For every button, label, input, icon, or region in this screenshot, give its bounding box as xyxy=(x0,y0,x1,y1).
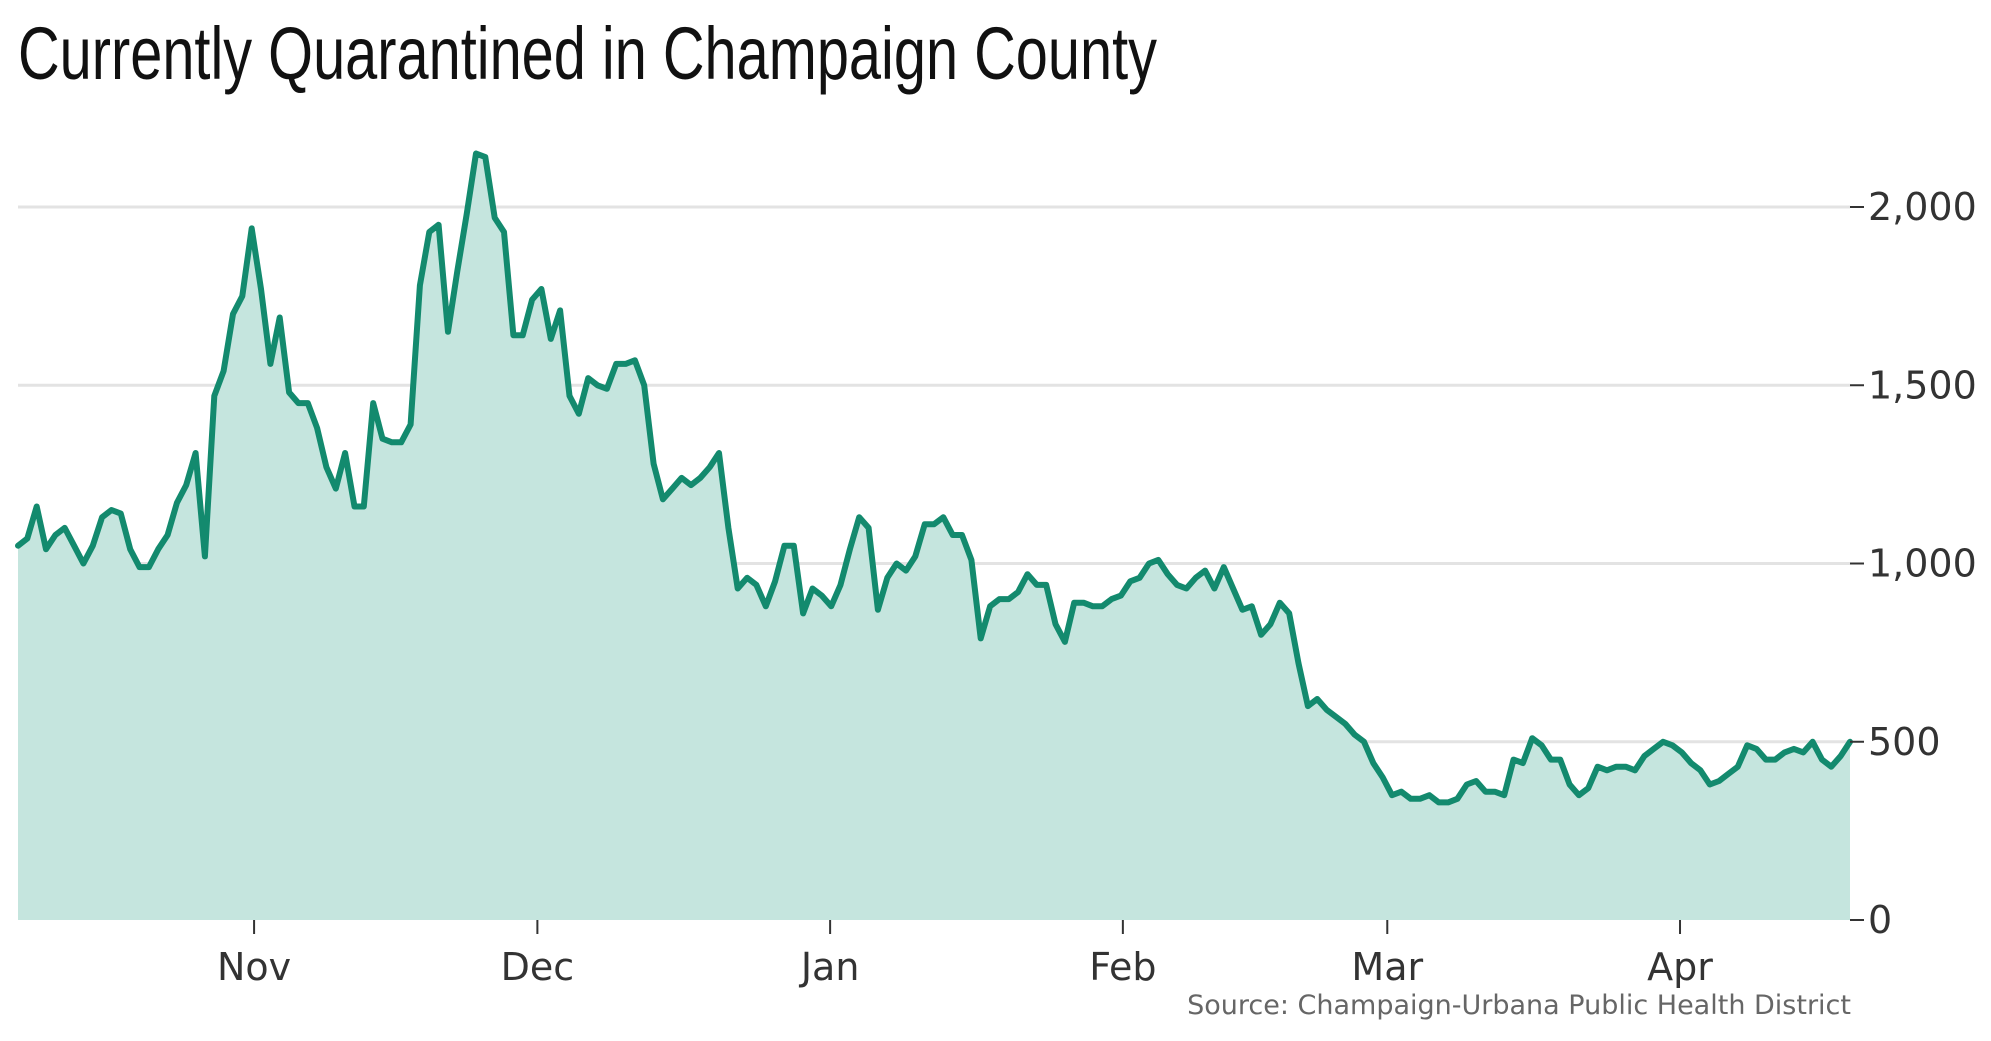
y-tick-label: 2,000 xyxy=(1868,185,1977,229)
y-tick-label: 1,000 xyxy=(1868,542,1977,586)
x-axis: Nov Dec Jan Feb Mar Apr xyxy=(217,920,1713,989)
x-tick-label: Feb xyxy=(1089,945,1156,989)
series-line xyxy=(15,150,1853,806)
y-tick-label: 0 xyxy=(1868,898,1892,942)
source-note: Source: Champaign-Urbana Public Health D… xyxy=(1187,990,1851,1021)
x-tick-label: Mar xyxy=(1351,945,1423,989)
y-tick-label: 1,500 xyxy=(1868,363,1977,407)
y-axis: 0 500 1,000 1,500 2,000 xyxy=(1850,185,1977,942)
x-tick-label: Nov xyxy=(217,945,291,989)
chart-title: Currently Quarantined in Champaign Count… xyxy=(18,12,1157,95)
x-tick-label: Dec xyxy=(501,945,575,989)
x-tick-label: Jan xyxy=(799,945,860,989)
y-tick-label: 500 xyxy=(1868,720,1941,764)
area-fill xyxy=(18,153,1850,920)
x-tick-label: Apr xyxy=(1647,945,1713,989)
